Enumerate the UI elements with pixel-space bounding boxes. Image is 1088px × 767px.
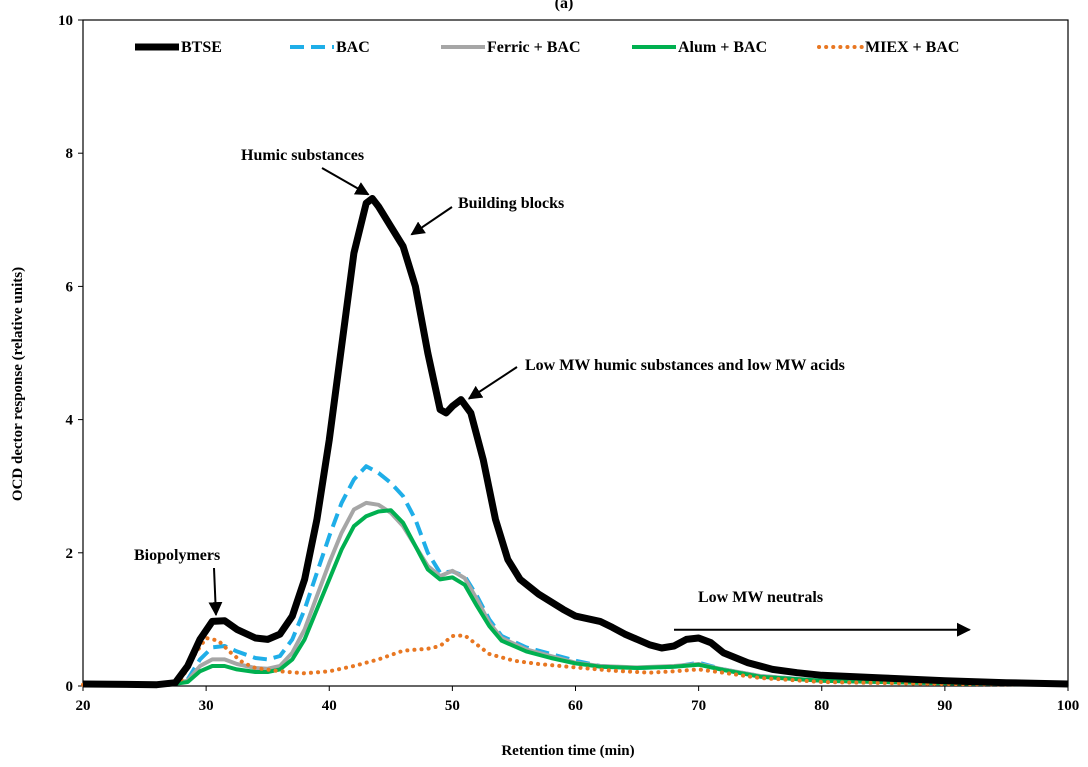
- annotation-arrow-low-mw-humic-acids: [469, 367, 517, 399]
- legend-label-btse: BTSE: [181, 39, 222, 56]
- x-tick-label: 100: [1057, 698, 1080, 714]
- legend-label-miex-bac: MIEX + BAC: [865, 39, 959, 56]
- y-tick-label: 2: [66, 546, 74, 562]
- x-tick-label: 60: [568, 698, 583, 714]
- series-line-alum-bac: [83, 510, 1068, 685]
- x-tick-label: 80: [814, 698, 829, 714]
- x-tick-label: 50: [445, 698, 460, 714]
- legend-label-ferric-bac: Ferric + BAC: [487, 39, 581, 56]
- legend-label-bac: BAC: [336, 39, 370, 56]
- x-tick-label: 20: [76, 698, 91, 714]
- series-layer: [83, 199, 1068, 685]
- x-axis: 20 30 40 50 60 70 80 90 100: [76, 686, 1080, 714]
- annotation-arrow-biopolymers: [214, 568, 216, 615]
- annotation-humic-substances: Humic substances: [241, 147, 364, 164]
- series-line-ferric-bac: [83, 503, 1068, 685]
- x-tick-label: 40: [322, 698, 337, 714]
- y-tick-label: 4: [66, 413, 74, 429]
- plot-area: 0 2 4 6 8 10 20 30 40 50 60 70 80 90 100 Humic substa…: [58, 13, 1079, 714]
- legend: BTSE BAC Ferric + BAC Alum + BAC MIEX + BAC: [135, 39, 959, 56]
- y-tick-label: 6: [66, 279, 74, 295]
- annotation-arrow-humic-substances: [322, 168, 368, 194]
- y-tick-label: 10: [58, 13, 73, 29]
- annotation-biopolymers: Biopolymers: [134, 547, 220, 564]
- y-tick-label: 8: [66, 146, 74, 162]
- annotation-layer: Humic substances Building blocks Low MW hu…: [134, 147, 970, 630]
- series-line-btse: [83, 199, 1068, 685]
- annotation-arrow-building-blocks: [412, 207, 452, 234]
- y-axis: 0 2 4 6 8 10: [58, 13, 83, 695]
- x-tick-label: 90: [937, 698, 952, 714]
- annotation-building-blocks: Building blocks: [458, 195, 564, 212]
- legend-label-alum-bac: Alum + BAC: [678, 39, 767, 56]
- x-axis-title: Retention time (min): [501, 743, 634, 759]
- y-axis-title: OCD dector response (relative units): [10, 267, 26, 501]
- annotation-low-mw-humic-acids: Low MW humic substances and low MW acids: [525, 357, 845, 374]
- panel-label: (a): [555, 0, 574, 12]
- annotation-low-mw-neutrals: Low MW neutrals: [698, 589, 823, 606]
- y-tick-label: 0: [66, 679, 74, 695]
- x-tick-label: 30: [199, 698, 214, 714]
- x-tick-label: 70: [691, 698, 706, 714]
- plot-frame: [83, 20, 1068, 686]
